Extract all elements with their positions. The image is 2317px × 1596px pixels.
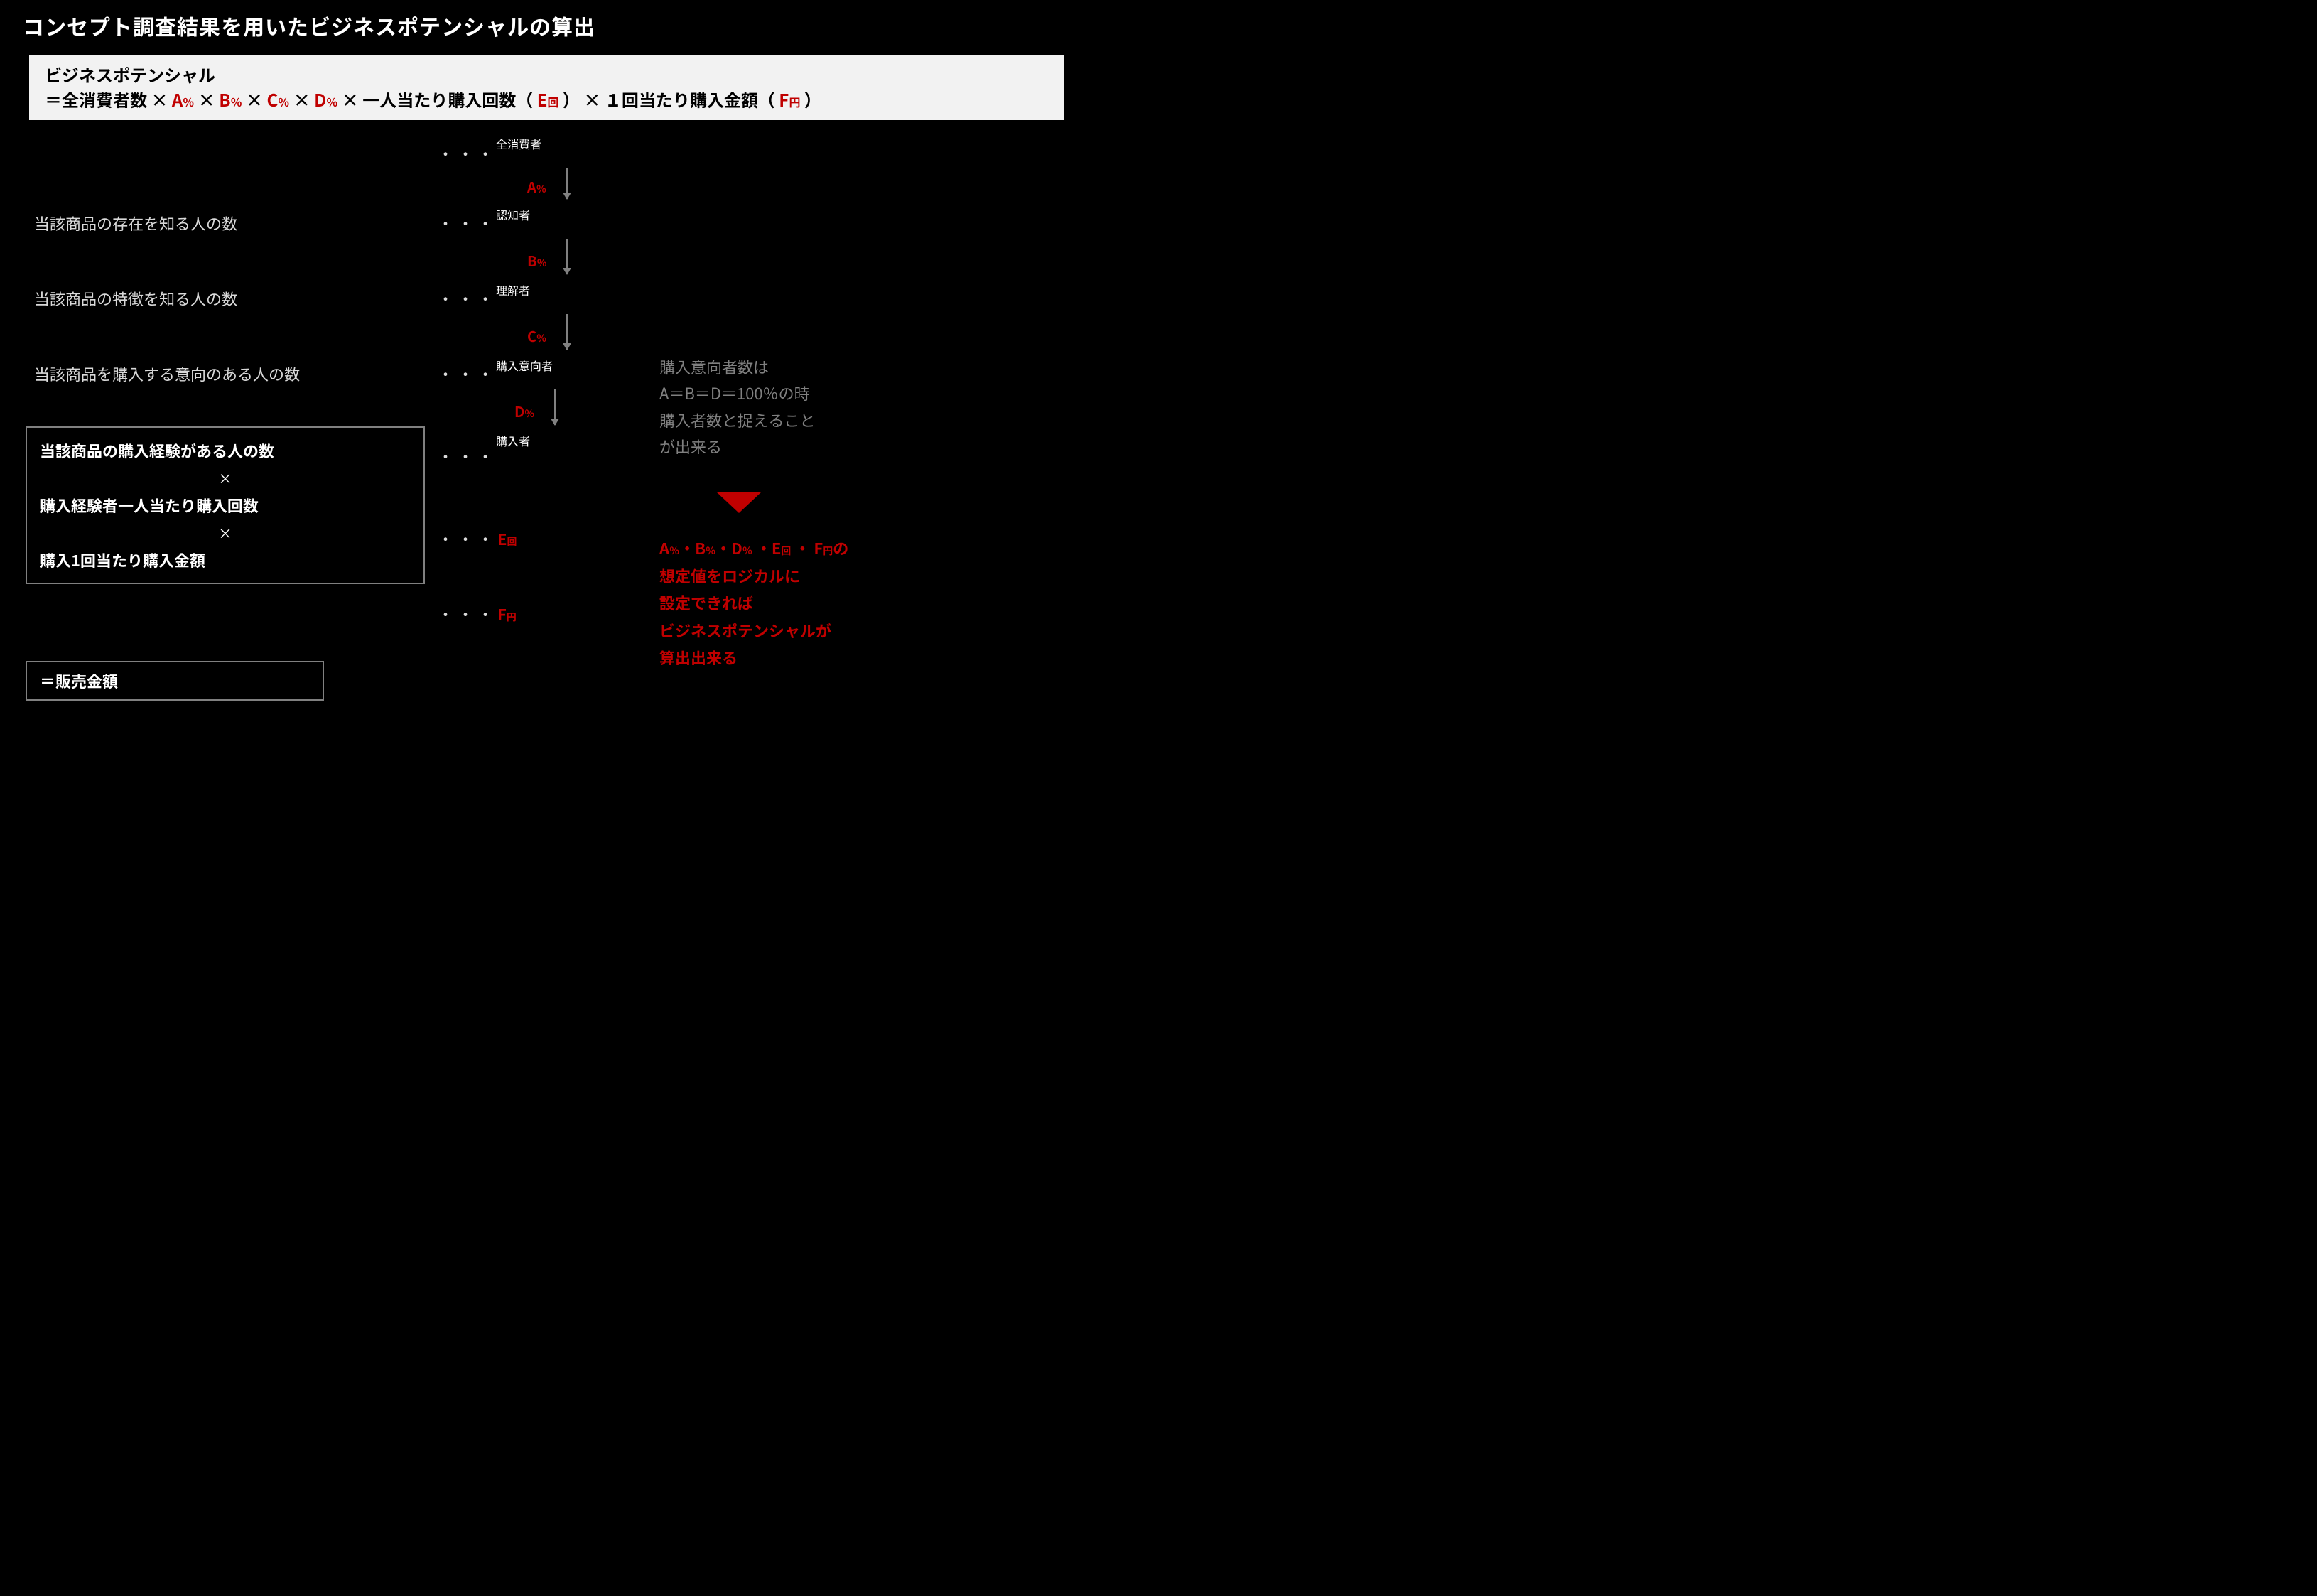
formula-eq: ＝全消費者数 × <box>45 87 172 112</box>
funnel-box-5: 購入者 <box>496 432 614 449</box>
calc-mult2: × <box>40 522 411 543</box>
pct-a: A％ <box>527 176 546 197</box>
side-note-l3: 購入者数と捉えること <box>659 407 815 433</box>
dots-1: ・・・ <box>438 142 497 165</box>
formula-F: F円 <box>779 87 800 112</box>
calc-line3: 購入1回当たり購入金額 <box>40 549 411 571</box>
formula-E: E回 <box>537 87 559 112</box>
funnel-box-2: 認知者 <box>496 206 894 223</box>
dots-4: ・・・ <box>438 362 497 385</box>
arrow-d <box>554 389 556 425</box>
formula-B: B％ <box>219 87 242 112</box>
dots-2: ・・・ <box>438 212 497 234</box>
pct-d: D％ <box>514 401 534 421</box>
formula-C: C％ <box>267 87 290 112</box>
side-note-l4: が出来る <box>659 433 815 460</box>
pct-c: C％ <box>527 325 546 346</box>
funnel-box-4: 購入意向者 <box>496 357 638 374</box>
arrow-b <box>566 239 568 274</box>
red-triangle-icon <box>716 492 762 513</box>
formula-line2: ＝全消費者数 × A％ × B％ × C％ × D％ × 一人当たり購入回数（ … <box>45 87 1048 112</box>
side-note: 購入意向者数は A＝B＝D＝100％の時 購入者数と捉えること が出来る <box>659 354 815 460</box>
calc-line1: 当該商品の購入経験がある人の数 <box>40 439 411 462</box>
result-box: ＝販売金額 <box>26 661 324 701</box>
arrow-a <box>566 168 568 199</box>
conclusion: A％・B％・D％ ・E回 ・ F円の 想定値をロジカルに 設定できれば ビジネス… <box>659 534 848 672</box>
label-e: E回 <box>497 527 517 550</box>
formula-times1: × <box>198 87 219 112</box>
formula-mid2: ） × １回当たり購入金額（ <box>563 87 775 112</box>
formula-box: ビジネスポテンシャル ＝全消費者数 × A％ × B％ × C％ × D％ × … <box>28 54 1064 121</box>
conclusion-l2: 想定値をロジカルに <box>659 562 848 590</box>
formula-D: D％ <box>314 87 337 112</box>
arrow-c <box>566 314 568 350</box>
conclusion-l4: ビジネスポテンシャルが <box>659 617 848 645</box>
funnel-box-1: 全消費者 <box>496 135 894 152</box>
dots-7: ・・・ <box>438 603 497 625</box>
page-title: コンセプト調査結果を用いたビジネスポテンシャルの算出 <box>23 10 595 41</box>
label-f: F円 <box>497 603 517 625</box>
side-note-l1: 購入意向者数は <box>659 354 815 380</box>
dots-6: ・・・ <box>438 527 497 550</box>
funnel-box-3: 理解者 <box>496 281 894 298</box>
formula-line1: ビジネスポテンシャル <box>45 62 1048 87</box>
dots-5: ・・・ <box>438 445 497 468</box>
conclusion-l5: 算出出来る <box>659 644 848 672</box>
formula-times3: × <box>293 87 314 112</box>
formula-A: A％ <box>172 87 194 112</box>
conclusion-l3: 設定できれば <box>659 589 848 617</box>
row-desc-2: 当該商品の存在を知る人の数 <box>34 212 432 234</box>
formula-end: ） <box>804 87 821 112</box>
side-note-l2: A＝B＝D＝100％の時 <box>659 380 815 406</box>
row-desc-3: 当該商品の特徴を知る人の数 <box>34 287 432 310</box>
conclusion-l1: A％・B％・D％ ・E回 ・ F円の <box>659 534 848 562</box>
formula-times2: × <box>246 87 266 112</box>
dots-3: ・・・ <box>438 287 497 310</box>
row-desc-4: 当該商品を購入する意向のある人の数 <box>34 362 432 385</box>
pct-b: B％ <box>527 250 547 271</box>
calc-box: 当該商品の購入経験がある人の数 × 購入経験者一人当たり購入回数 × 購入1回当… <box>26 426 425 584</box>
calc-line2: 購入経験者一人当たり購入回数 <box>40 494 411 517</box>
formula-mid1: × 一人当たり購入回数（ <box>342 87 533 112</box>
calc-mult1: × <box>40 468 411 488</box>
